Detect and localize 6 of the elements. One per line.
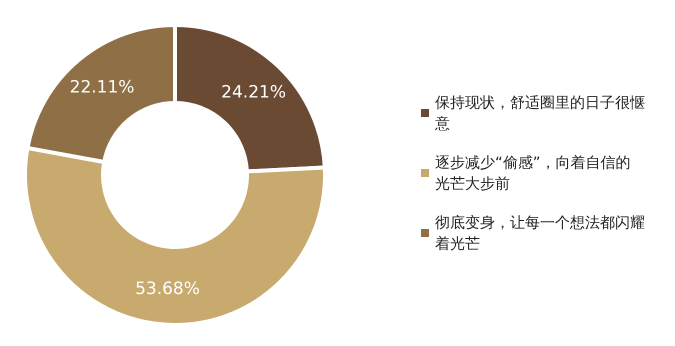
legend-label: 逐步减少“偷感”，向着自信的光芒大步前 — [435, 154, 631, 192]
data-label: 24.21% — [221, 82, 286, 102]
legend-label: 保持现状，舒适圈里的日子很惬意 — [434, 94, 645, 132]
legend-label: 彻底变身，让每一个想法都闪耀着光芒 — [435, 214, 645, 252]
data-label: 53.68% — [135, 278, 200, 299]
data-label: 22.11% — [70, 77, 134, 98]
